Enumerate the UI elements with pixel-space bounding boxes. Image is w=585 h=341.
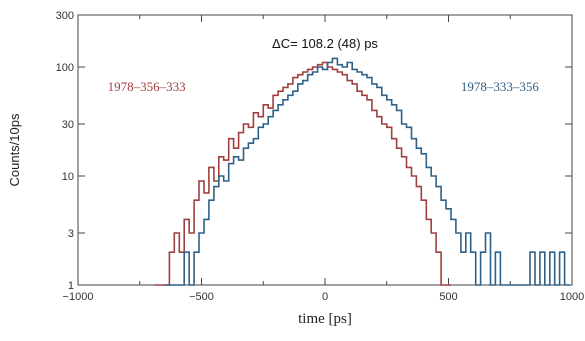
x-tick-label: 500 (439, 291, 457, 303)
x-axis-title: time [ps] (298, 311, 352, 327)
x-tick-label: 0 (322, 291, 328, 303)
text-layer: Counts/10ps time [ps] ΔC= 108.2 (48) ps … (7, 36, 539, 327)
delta-c-annotation: ΔC= 108.2 (48) ps (272, 36, 378, 51)
y-tick-label: 100 (56, 62, 74, 74)
y-tick-label: 10 (62, 171, 74, 183)
series-label-333-356: 1978–333–356 (461, 79, 539, 94)
x-tick-label: 1000 (560, 291, 584, 303)
y-axis-title: Counts/10ps (7, 113, 22, 186)
x-tick-label: −500 (189, 291, 214, 303)
x-tick-label: −1000 (63, 291, 94, 303)
y-tick-label: 30 (62, 119, 74, 131)
y-tick-label: 300 (56, 10, 74, 22)
axis-ticks: −1000 −500 0 500 1000 1 3 10 30 100 300 (56, 10, 585, 303)
y-tick-label: 1 (68, 280, 74, 292)
plot-frame (77, 14, 573, 286)
y-tick-label: 3 (68, 228, 74, 240)
series-layer (154, 57, 570, 286)
plot-area-border (77, 14, 573, 286)
series-333-356-step-line (164, 57, 570, 286)
series-356-333-step-line (154, 61, 451, 286)
series-label-356-333: 1978–356–333 (108, 79, 186, 94)
